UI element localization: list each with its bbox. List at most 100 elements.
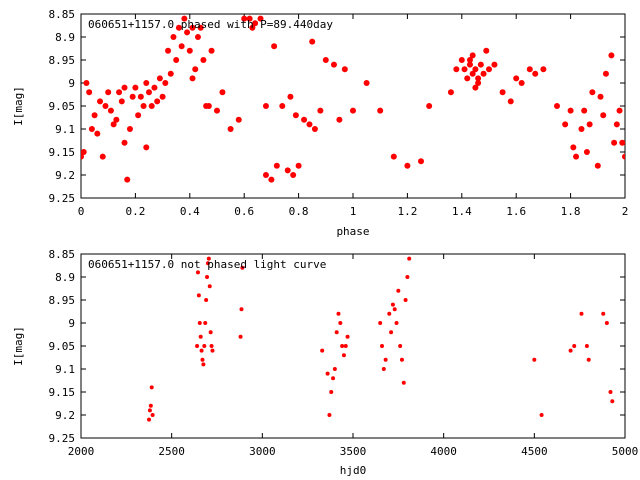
data-point (102, 103, 109, 109)
data-point (246, 15, 253, 22)
data-point (475, 80, 482, 86)
unphased-light-curve-panel: 2000 2500 3000 3500 4000 4500 5000 8.85 8.9 8.95 9… (12, 248, 638, 477)
data-point (178, 43, 185, 50)
y-tick-label: 8.9 (55, 31, 75, 44)
data-point (262, 172, 269, 178)
data-point (214, 107, 220, 114)
data-point (156, 75, 163, 82)
x-tick-label: 1 (350, 205, 357, 218)
data-point (148, 403, 153, 408)
data-point (619, 139, 625, 146)
data-point (377, 107, 384, 114)
data-point (284, 167, 291, 174)
data-point (616, 107, 623, 114)
data-point (219, 89, 226, 96)
data-point (622, 153, 625, 160)
data-point (287, 93, 294, 100)
data-point (380, 344, 385, 348)
x-tick-label: 4000 (430, 445, 457, 458)
data-point (132, 84, 139, 91)
data-point (159, 93, 166, 100)
x-tick-label: 0.6 (234, 205, 254, 218)
data-point (88, 126, 95, 132)
data-point (204, 298, 209, 302)
data-point (129, 93, 136, 100)
data-point (458, 57, 465, 63)
data-point (189, 75, 196, 82)
data-point (165, 47, 172, 54)
data-point (586, 357, 591, 362)
data-point (526, 66, 533, 73)
data-point (611, 139, 618, 146)
data-point (91, 112, 98, 119)
data-point (602, 70, 609, 77)
data-point (94, 130, 101, 137)
data-point (343, 344, 348, 348)
data-point (340, 344, 345, 348)
data-point (539, 413, 544, 417)
data-point (205, 275, 210, 279)
x-tick-label: 0.8 (289, 205, 309, 218)
y-axis-label: I[mag] (12, 86, 25, 126)
phased-light-curve-panel: 0 0.2 0.4 0.6 0.8 1 1.2 1.4 1.6 1.8 2 8.85 8.9 8.95 9 9… (12, 8, 628, 238)
data-point (311, 126, 318, 132)
data-point (110, 121, 117, 128)
y-tick-label: 8.95 (49, 54, 76, 67)
data-point (121, 84, 128, 91)
data-point (196, 293, 201, 298)
data-point (583, 149, 590, 155)
data-point (240, 265, 245, 270)
data-point (461, 66, 468, 73)
data-point (107, 107, 114, 114)
data-point (330, 61, 337, 68)
data-point (201, 362, 206, 367)
data-point (189, 24, 196, 31)
data-point (99, 153, 106, 160)
data-point (518, 80, 525, 86)
data-point (327, 413, 332, 417)
data-points (147, 256, 615, 422)
data-point (241, 15, 248, 22)
data-point (205, 261, 210, 266)
data-point (208, 47, 215, 54)
data-point (135, 112, 142, 119)
data-point (608, 52, 615, 59)
data-point (206, 256, 211, 261)
data-point (197, 24, 204, 31)
x-axis-label: phase (336, 225, 369, 238)
chart-title: 060651+1157.0 not phased light curve (88, 258, 326, 271)
data-point (578, 126, 585, 132)
data-point (200, 357, 205, 362)
data-point (208, 330, 213, 335)
data-point (513, 75, 520, 82)
y-tick-label: 9.1 (55, 363, 75, 376)
y-tick-label: 9.25 (49, 192, 76, 205)
data-point (426, 103, 433, 109)
x-tick-label: 1.6 (506, 205, 526, 218)
data-point (199, 348, 204, 353)
data-point (466, 57, 473, 63)
data-point (363, 80, 370, 86)
data-point (290, 172, 297, 178)
data-point (271, 43, 278, 50)
data-point (184, 29, 191, 36)
y-tick-label: 9.1 (55, 123, 75, 136)
y-tick-label: 8.85 (49, 248, 76, 261)
chart-title: 060651+1157.0 phased with P=89.440day (88, 18, 333, 31)
y-tick-label: 9.15 (49, 386, 76, 399)
data-point (249, 24, 256, 31)
x-tick-label: 3500 (340, 445, 367, 458)
data-point (579, 311, 584, 316)
data-point (394, 321, 399, 325)
data-point (186, 47, 193, 54)
data-point (292, 112, 299, 119)
data-point (126, 126, 133, 132)
data-point (143, 80, 150, 86)
data-point (116, 89, 123, 96)
data-point (396, 288, 401, 293)
data-point (338, 321, 343, 325)
x-axis-label: hjd0 (340, 464, 367, 477)
data-point (210, 348, 215, 353)
data-point (181, 15, 188, 22)
data-point (477, 61, 484, 68)
